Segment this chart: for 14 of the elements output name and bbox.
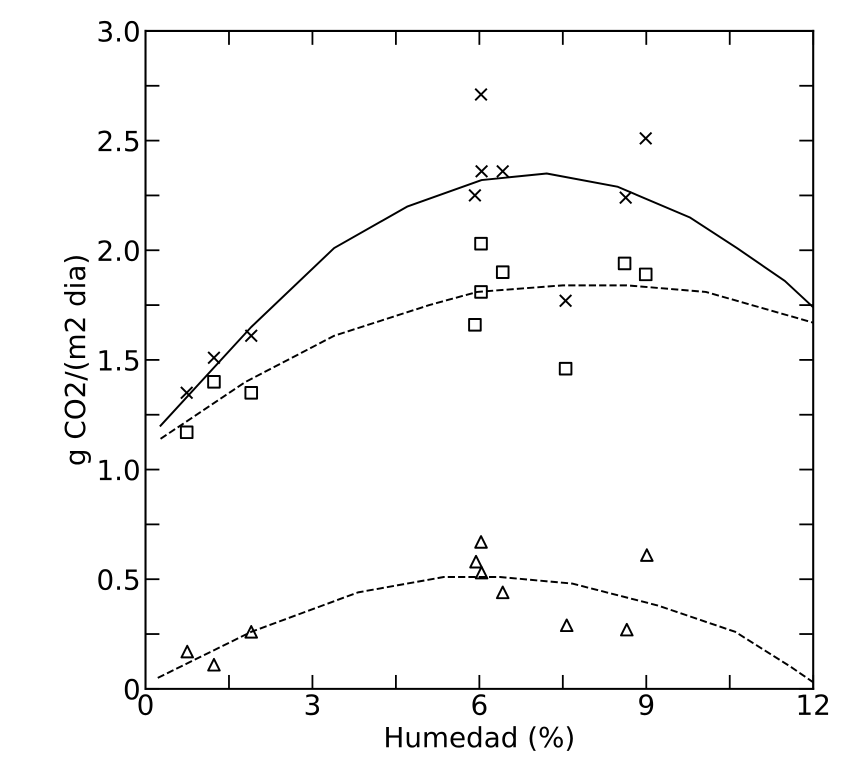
x-axis-title: Humedad (%) bbox=[386, 726, 573, 751]
x-tick-label: 3 bbox=[306, 694, 320, 716]
y-tick-label: 1.0 bbox=[100, 459, 139, 481]
y-tick-label: 0 bbox=[124, 678, 139, 700]
y-tick-label: 1.5 bbox=[100, 350, 138, 371]
y-tick-label: 3.0 bbox=[98, 20, 139, 42]
y-axis-title: g CO2/(m2 dia) bbox=[64, 256, 91, 465]
x-tick-label: 9 bbox=[639, 694, 654, 716]
x-tick-label: 0 bbox=[138, 694, 153, 716]
x-tick-label: 6 bbox=[472, 694, 486, 716]
y-tick-label: 0.5 bbox=[98, 569, 138, 590]
y-tick-label: 2.5 bbox=[98, 130, 138, 152]
x-tick-label: 12 bbox=[798, 694, 828, 715]
y-tick-label: 2.0 bbox=[98, 240, 139, 262]
